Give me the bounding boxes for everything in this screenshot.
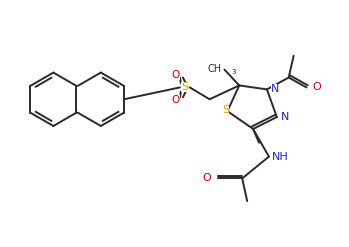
Text: 3: 3 — [231, 69, 236, 75]
Text: CH: CH — [207, 64, 222, 74]
Text: NH: NH — [272, 152, 289, 162]
Text: S: S — [222, 105, 229, 115]
Text: O: O — [172, 70, 180, 80]
Text: O: O — [312, 82, 321, 92]
Text: N: N — [281, 112, 289, 122]
Text: N: N — [271, 84, 279, 94]
Text: S: S — [181, 82, 188, 92]
Text: O: O — [172, 95, 180, 105]
Text: O: O — [203, 173, 211, 183]
